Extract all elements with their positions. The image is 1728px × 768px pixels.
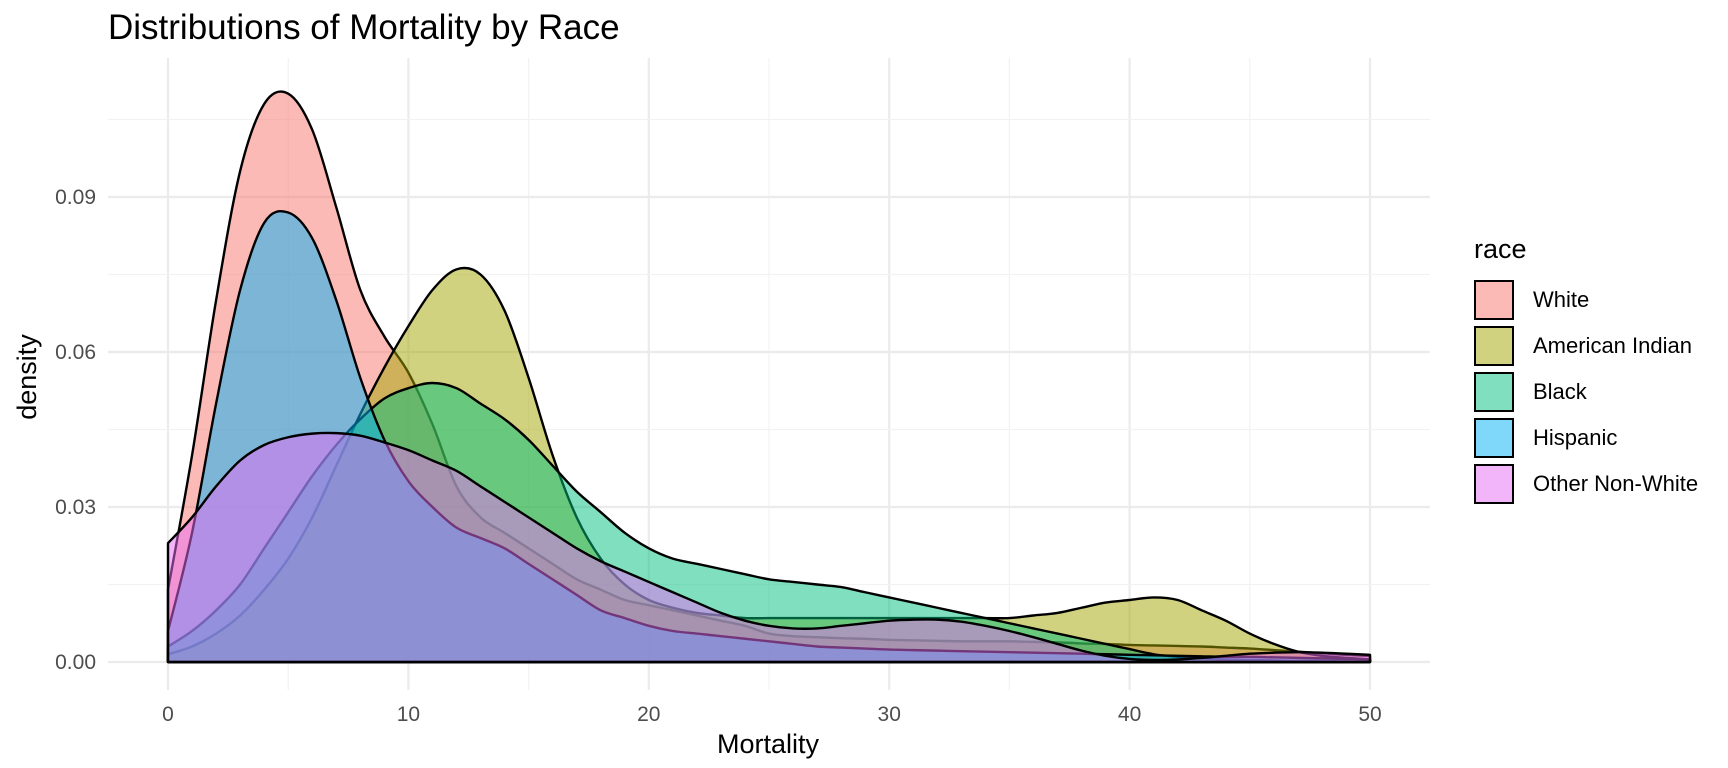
legend-key-hispanic: [1474, 418, 1514, 458]
legend-items: White American Indian Black Hispanic Other N…: [1474, 277, 1698, 507]
legend-item-other-non-white: Other Non-White: [1474, 461, 1698, 507]
legend-item-hispanic: Hispanic: [1474, 415, 1698, 461]
x-tick-label: 30: [878, 703, 901, 726]
legend: race White American Indian Black Hispanic Ot…: [1474, 234, 1698, 507]
legend-label: American Indian: [1533, 333, 1692, 358]
legend-item-american-indian: American Indian: [1474, 323, 1698, 369]
y-axis-label: density: [12, 334, 42, 420]
legend-key-american-indian: [1474, 326, 1514, 366]
x-axis-label: Mortality: [717, 729, 820, 759]
x-tick-label: 20: [637, 703, 660, 726]
x-tick-label: 50: [1358, 703, 1381, 726]
chart-title: Distributions of Mortality by Race: [108, 8, 620, 47]
legend-label: Black: [1533, 379, 1587, 404]
legend-key-other-non-white: [1474, 464, 1514, 504]
x-tick-label: 0: [162, 703, 174, 726]
y-tick-label: 0.03: [55, 496, 96, 519]
x-tick-label: 40: [1118, 703, 1141, 726]
legend-item-black: Black: [1474, 369, 1698, 415]
legend-label: Other Non-White: [1533, 471, 1699, 496]
y-tick-label: 0.09: [55, 186, 96, 209]
density-areas: [166, 90, 1372, 664]
legend-item-white: White: [1474, 277, 1698, 323]
legend-title: race: [1474, 234, 1527, 264]
y-tick-label: 0.06: [55, 341, 96, 364]
x-tick-label: 10: [397, 703, 420, 726]
axis-labels: 0 10 20 30 40 50 0.00 0.03 0.06 0.09: [55, 186, 1382, 726]
legend-label: Hispanic: [1533, 425, 1618, 450]
y-tick-label: 0.00: [55, 651, 96, 674]
density-area-other-non-white: [166, 431, 1372, 664]
legend-key-white: [1474, 280, 1514, 320]
legend-key-black: [1474, 372, 1514, 412]
legend-label: White: [1533, 287, 1590, 312]
